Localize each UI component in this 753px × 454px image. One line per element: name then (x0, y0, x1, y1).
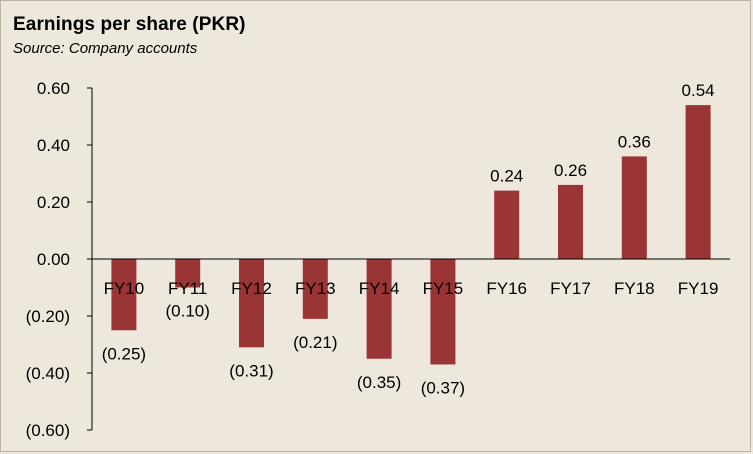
x-category-label: FY14 (359, 279, 400, 298)
bar (111, 259, 137, 331)
data-label: 0.24 (490, 167, 523, 186)
bar (621, 156, 647, 259)
bar (685, 105, 711, 259)
y-tick-label: (0.60) (26, 421, 70, 440)
axes-group: 0.60 0.40 0.20 0.00 (0.20) (0.40) (0.60) (26, 79, 730, 440)
chart-title: Earnings per share (PKR) (13, 14, 246, 35)
chart-subtitle: Source: Company accounts (13, 40, 198, 57)
data-label: (0.31) (229, 361, 273, 380)
data-label: 0.36 (618, 132, 651, 151)
data-label: (0.25) (102, 344, 146, 363)
labels-group: FY10 (0.25) FY11 (0.10) FY12 (0.31) FY13 (0.21)… (102, 81, 719, 397)
data-label: 0.54 (682, 81, 715, 100)
x-category-label: FY18 (614, 279, 655, 298)
x-category-label: FY19 (678, 279, 719, 298)
x-category-label: FY15 (423, 279, 464, 298)
y-tick-label: (0.40) (26, 364, 70, 383)
x-category-label: FY17 (550, 279, 591, 298)
bar (430, 259, 456, 365)
data-label: 0.26 (554, 161, 587, 180)
bar (175, 259, 201, 288)
y-tick-label: 0.00 (37, 250, 70, 269)
bar (302, 259, 328, 319)
x-category-label: FY10 (104, 279, 145, 298)
bar (494, 190, 520, 259)
y-tick-label: 0.40 (37, 136, 70, 155)
x-category-label: FY16 (486, 279, 527, 298)
bar (558, 184, 583, 259)
x-category-label: FY12 (231, 279, 272, 298)
data-label: (0.37) (421, 378, 465, 397)
y-tick-label: 0.20 (37, 193, 70, 212)
data-label: (0.21) (293, 333, 337, 352)
bar (366, 259, 392, 359)
data-label: (0.35) (357, 373, 401, 392)
bar (239, 259, 264, 348)
y-tick-label: 0.60 (37, 79, 70, 98)
y-tick-label: (0.20) (26, 307, 70, 326)
bars-group (111, 105, 711, 365)
data-label: (0.10) (165, 302, 209, 321)
x-category-label: FY11 (168, 279, 207, 298)
x-category-label: FY13 (295, 279, 336, 298)
